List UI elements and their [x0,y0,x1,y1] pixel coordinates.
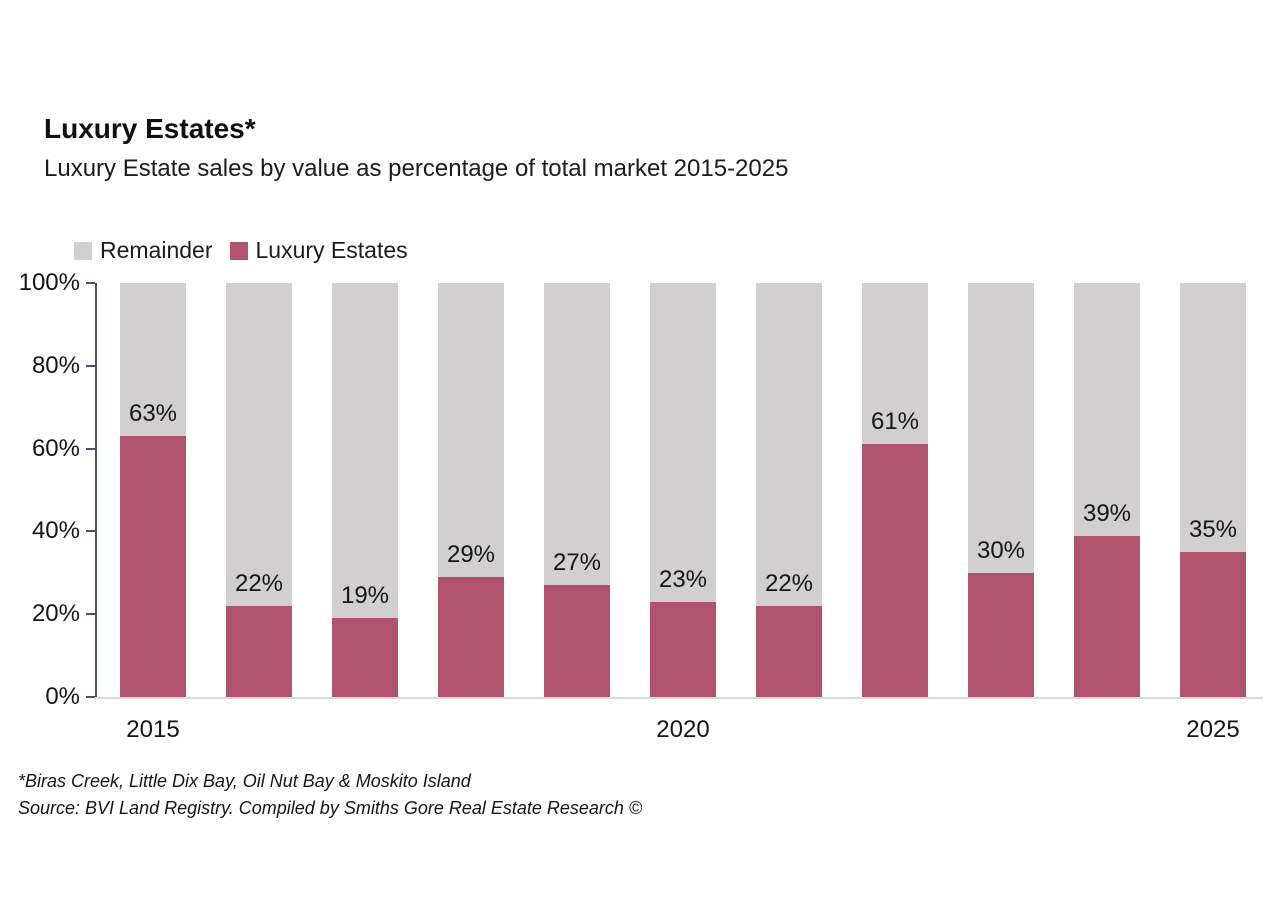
y-axis-line [95,283,97,697]
y-axis-tick-label: 40% [31,517,80,545]
y-axis-tick-label: 80% [31,351,80,379]
legend-swatch-remainder-icon [74,241,92,260]
bar-remainder-segment [862,283,928,697]
y-axis-tick-label: 100% [18,269,80,296]
bar-luxury-segment [862,444,928,697]
bar-remainder-segment [968,283,1034,697]
bar-luxury-segment [226,606,292,697]
y-axis-tick [86,696,95,698]
x-axis-tick-label: 2015 [126,716,180,743]
y-axis-tick [86,613,95,616]
bar-value-label: 39% [1082,500,1132,527]
legend-item-luxury-estates: Luxury Estates [229,237,408,264]
bar-value-label: 30% [976,537,1026,564]
bar-remainder-segment [756,283,822,697]
bar-remainder-segment [120,283,186,697]
bar-luxury-segment [1180,552,1246,697]
x-axis-tick-label: 2020 [656,716,710,743]
bar-luxury-segment [650,602,716,697]
bar-luxury-segment [438,577,504,697]
chart-subtitle: Luxury Estate sales by value as percenta… [44,155,789,182]
y-axis-tick-label: 60% [31,434,80,462]
bar-remainder-segment [332,283,398,697]
bar-value-label: 29% [446,541,496,568]
bar-remainder-segment [226,283,292,697]
y-axis-tick [86,530,95,533]
bar-remainder-segment [1180,283,1246,697]
plot-area: 0% 20% 40% 60% 80% 100% 63% 22% 19% 29% 27% 23% 22% 6… [19,269,1263,743]
chart-title: Luxury Estates* [44,113,256,144]
y-axis-tick-label: 0% [45,683,80,710]
x-axis-line [95,697,1263,699]
legend-label-luxury-estates: Luxury Estates [255,237,408,263]
bar-value-label: 35% [1188,516,1238,543]
legend-label-remainder: Remainder [100,237,213,263]
bar-value-label: 61% [870,408,920,435]
bar-value-label: 22% [234,570,284,597]
bar-value-label: 22% [764,570,814,597]
bar-remainder-segment [438,283,504,697]
bar-luxury-segment [756,606,822,697]
bar-value-label: 27% [552,549,602,576]
footnote-source: Source: BVI Land Registry. Compiled by S… [18,798,643,818]
bar-luxury-segment [1074,536,1140,697]
bar-luxury-segment [120,436,186,697]
bar-remainder-segment [544,283,610,697]
bar-remainder-segment [1074,283,1140,697]
bar-remainder-segment [650,283,716,697]
footnotes: *Biras Creek, Little Dix Bay, Oil Nut Ba… [18,768,642,822]
x-axis-tick-label: 2025 [1186,716,1240,743]
y-axis-tick [86,282,95,284]
chart-legend: Remainder Luxury Estates [74,237,408,264]
legend-swatch-luxury-estates-icon [229,241,248,260]
y-axis-tick-label: 20% [31,600,80,628]
bar-luxury-segment [544,585,610,697]
y-axis-tick [86,364,95,367]
bar-value-label: 63% [128,400,178,427]
footnote-asterisk: *Biras Creek, Little Dix Bay, Oil Nut Ba… [18,771,471,791]
bar-luxury-segment [332,618,398,697]
bar-value-label: 19% [340,582,390,609]
legend-item-remainder: Remainder [74,237,213,264]
y-axis-tick [86,447,95,450]
bar-luxury-segment [968,573,1034,697]
bar-value-label: 23% [658,566,708,593]
